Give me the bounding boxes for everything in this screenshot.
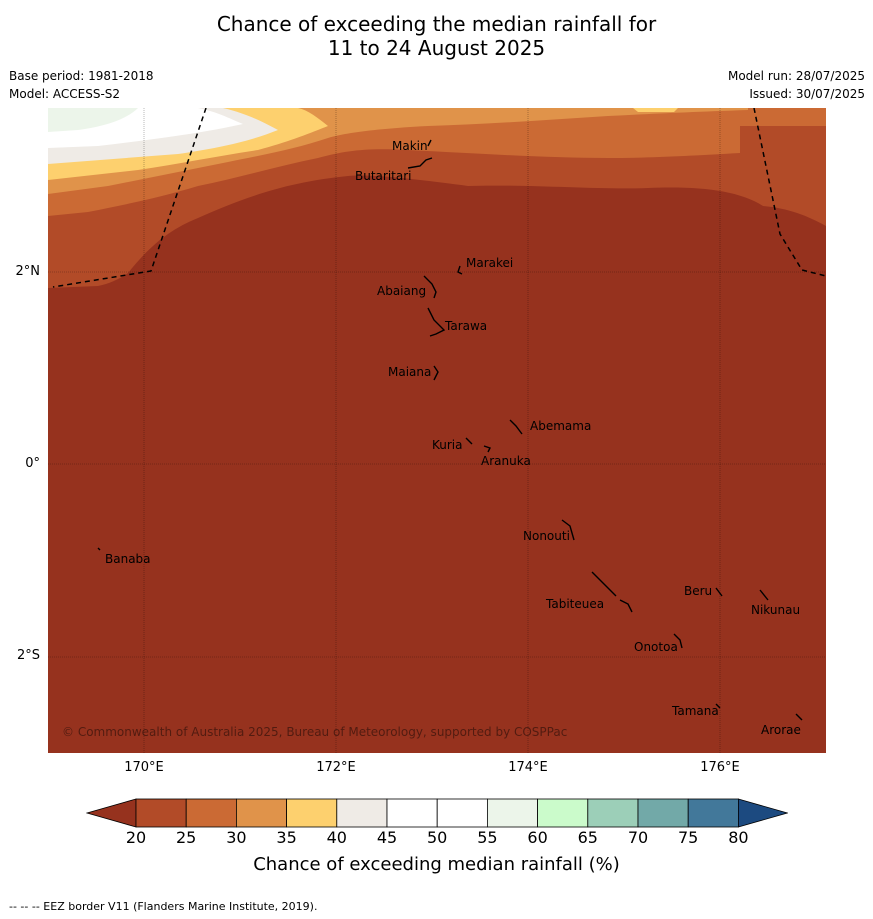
island-label-maiana: Maiana — [388, 365, 431, 379]
lon-tick-174e: 174°E — [508, 760, 548, 775]
rainfall-map: Makin Butaritari Marakei Abaiang Tarawa … — [48, 108, 826, 753]
island-label-abemama: Abemama — [530, 419, 591, 433]
colorbar-segment — [486, 798, 538, 828]
island-label-marakei: Marakei — [466, 256, 513, 270]
colorbar-tick-label: 70 — [627, 828, 649, 847]
colorbar-extend-high — [738, 798, 788, 828]
meta-left: Base period: 1981-2018 Model: ACCESS-S2 — [9, 67, 154, 103]
colorbar-segment — [286, 798, 338, 828]
colorbar-tick-label: 65 — [577, 828, 598, 847]
colorbar-tick-label: 75 — [678, 828, 699, 847]
island-label-nonouti: Nonouti — [523, 529, 570, 543]
colorbar-tick-label: 60 — [527, 828, 548, 847]
island-label-aranuka: Aranuka — [481, 454, 531, 468]
model-run: Model run: 28/07/2025 — [727, 69, 865, 83]
island-label-butaritari: Butaritari — [355, 169, 412, 183]
island-label-nikunau: Nikunau — [751, 603, 800, 617]
base-period: Base period: 1981-2018 — [9, 69, 154, 83]
island-label-kuria: Kuria — [432, 438, 463, 452]
island-label-makin: Makin — [392, 139, 428, 153]
colorbar-tick-label: 40 — [326, 828, 347, 847]
colorbar-segment — [235, 798, 287, 828]
lat-tick-2s: 2°S — [16, 648, 40, 663]
colorbar-segment — [386, 798, 438, 828]
island-label-abaiang: Abaiang — [377, 284, 426, 298]
eez-legend-note: -- -- -- EEZ border V11 (Flanders Marine… — [9, 900, 318, 913]
colorbar-extend-low — [86, 798, 137, 828]
island-label-tabiteuea: Tabiteuea — [545, 597, 604, 611]
island-label-arorae: Arorae — [761, 723, 801, 737]
lon-tick-176e: 176°E — [700, 760, 740, 775]
colorbar-tick-label: 80 — [728, 828, 749, 847]
colorbar-segment — [185, 798, 237, 828]
colorbar-tick-label: 35 — [276, 828, 297, 847]
map-title: Chance of exceeding the median rainfall … — [0, 12, 873, 60]
copyright-note: © Commonwealth of Australia 2025, Bureau… — [62, 725, 567, 739]
colorbar — [86, 798, 788, 828]
band-40-top — [633, 108, 678, 112]
lon-tick-170e: 170°E — [124, 760, 164, 775]
colorbar-tick-label: 20 — [125, 828, 147, 847]
island-labels: Makin Butaritari Marakei Abaiang Tarawa … — [105, 139, 801, 737]
colorbar-segment — [637, 798, 689, 828]
colorbar-segment — [336, 798, 388, 828]
gridlines — [48, 108, 826, 753]
eez-border — [52, 108, 826, 288]
island-label-onotoa: Onotoa — [634, 640, 678, 654]
title-line-2: 11 to 24 August 2025 — [327, 36, 546, 60]
island-label-tamana: Tamana — [671, 704, 719, 718]
colorbar-segment — [135, 798, 187, 828]
colorbar-tick-label: 45 — [376, 828, 398, 847]
island-shapes — [97, 139, 803, 721]
issued-date: Issued: 30/07/2025 — [749, 87, 865, 101]
lat-tick-0: 0° — [25, 456, 40, 471]
colorbar-segment — [687, 798, 739, 828]
colorbar-tick-label: 50 — [427, 828, 448, 847]
colorbar-tick-label: 30 — [226, 828, 247, 847]
colorbar-tick-label: 55 — [477, 828, 498, 847]
colorbar-segment — [587, 798, 639, 828]
island-label-banaba: Banaba — [105, 552, 151, 566]
colorbar-segment — [436, 798, 488, 828]
island-label-beru: Beru — [684, 584, 712, 598]
lat-tick-2n: 2°N — [15, 264, 41, 279]
lon-tick-172e: 172°E — [316, 760, 356, 775]
colorbar-label: Chance of exceeding median rainfall (%) — [253, 854, 620, 875]
colorbar-segment — [537, 798, 589, 828]
band-60 — [48, 108, 138, 132]
title-line-1: Chance of exceeding the median rainfall … — [216, 12, 657, 36]
model-name: Model: ACCESS-S2 — [9, 87, 121, 101]
meta-right: Model run: 28/07/2025 Issued: 30/07/2025 — [728, 67, 865, 103]
colorbar-tick-label: 25 — [176, 828, 197, 847]
island-label-tarawa: Tarawa — [444, 319, 487, 333]
